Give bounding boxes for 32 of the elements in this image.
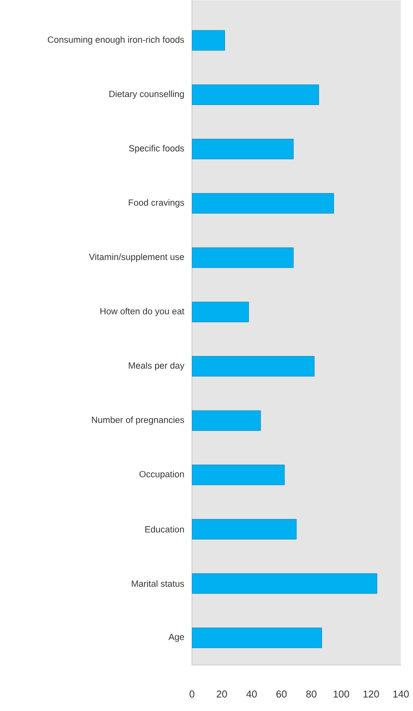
bar: [192, 84, 320, 105]
bar: [192, 628, 322, 648]
bar: [192, 302, 250, 322]
bar: [192, 410, 262, 431]
bar: [192, 193, 334, 214]
y-tick-label: How often do you eat: [100, 308, 185, 316]
bar: [192, 573, 378, 594]
bar: [192, 138, 294, 160]
x-tick-label: 120: [364, 690, 380, 698]
bar: [192, 356, 315, 376]
x-tick-label: 0: [190, 690, 195, 698]
y-tick-label: Number of pregnancies: [92, 416, 184, 425]
x-tick-label: 80: [306, 690, 317, 698]
y-tick-label: Vitamin/supplement use: [89, 253, 184, 262]
y-tick-label: Dietary counselling: [110, 90, 184, 99]
y-tick-label: Meals per day: [129, 362, 185, 370]
x-tick-label: 20: [217, 690, 228, 698]
y-tick-label: Specific foods: [129, 144, 184, 154]
y-tick-label: Education: [146, 526, 184, 533]
x-tick-label: 140: [394, 690, 410, 698]
bar: [192, 247, 294, 268]
x-tick-label: 40: [246, 690, 258, 698]
x-tick-label: 60: [276, 690, 287, 698]
bar: [192, 519, 297, 540]
y-tick-label: Consuming enough iron-rich foods: [48, 36, 184, 45]
bar: [192, 464, 285, 486]
y-tick-label: Age: [168, 634, 184, 642]
y-tick-label: Food cravings: [129, 199, 184, 208]
x-tick-label: 100: [334, 690, 350, 698]
bar: [192, 30, 226, 51]
y-tick-label: Marital status: [132, 580, 184, 587]
y-tick-label: Occupation: [140, 470, 184, 480]
